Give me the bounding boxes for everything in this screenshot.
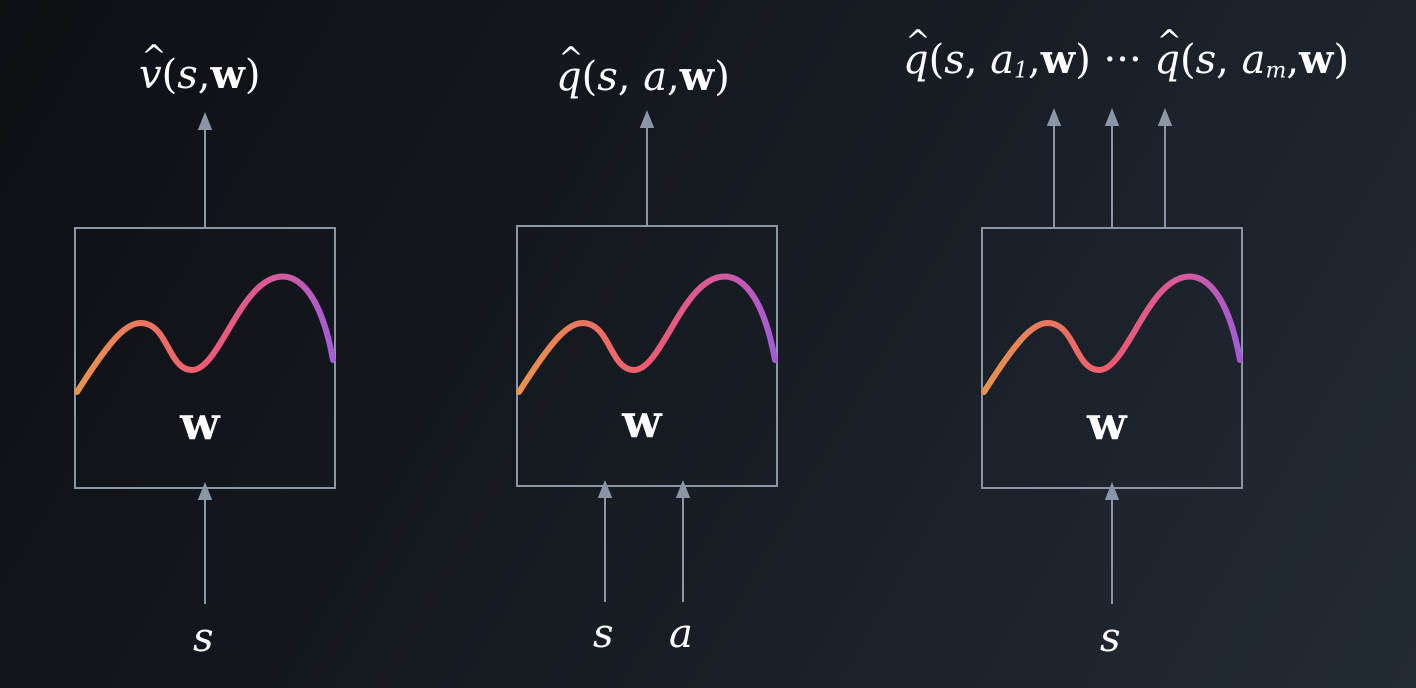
- weight-label-2: w: [622, 394, 662, 448]
- block-1: [74, 112, 336, 604]
- function-curve-3: [981, 273, 1243, 395]
- output-label-q-multi: q(s, a1,w) ··· q(s, am,w): [903, 27, 1349, 82]
- block-3: [981, 108, 1243, 604]
- function-curve-2: [516, 273, 778, 395]
- input-label-s-3: s: [1100, 615, 1121, 661]
- input-label-a-2: a: [669, 611, 693, 657]
- weight-label-3: w: [1087, 396, 1127, 450]
- input-label-s-2: s: [593, 611, 614, 657]
- output-label-v: v(s,w): [139, 42, 261, 95]
- weight-label-1: w: [180, 396, 220, 450]
- input-label-s-1: s: [193, 615, 214, 661]
- function-curve-1: [74, 273, 336, 395]
- output-label-q: q(s, a,w): [556, 44, 730, 97]
- block-2: [516, 110, 778, 602]
